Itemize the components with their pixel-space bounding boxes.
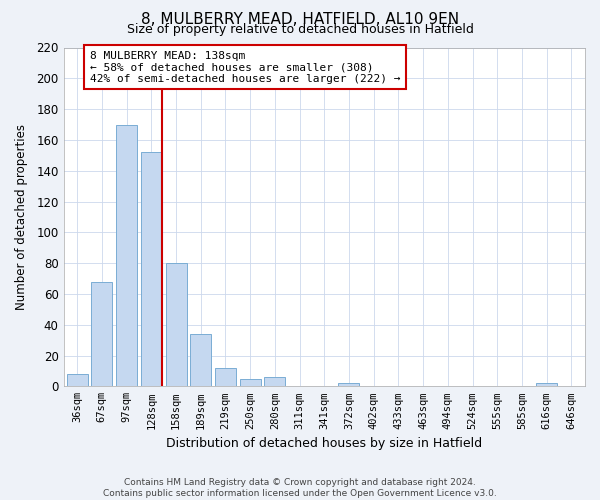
- Bar: [338, 383, 359, 386]
- Bar: [239, 378, 260, 386]
- Text: 8, MULBERRY MEAD, HATFIELD, AL10 9EN: 8, MULBERRY MEAD, HATFIELD, AL10 9EN: [141, 12, 459, 28]
- Text: 8 MULBERRY MEAD: 138sqm
← 58% of detached houses are smaller (308)
42% of semi-d: 8 MULBERRY MEAD: 138sqm ← 58% of detache…: [89, 50, 400, 84]
- Y-axis label: Number of detached properties: Number of detached properties: [15, 124, 28, 310]
- Bar: [91, 282, 112, 387]
- Bar: [215, 368, 236, 386]
- Text: Contains HM Land Registry data © Crown copyright and database right 2024.
Contai: Contains HM Land Registry data © Crown c…: [103, 478, 497, 498]
- Bar: [116, 124, 137, 386]
- X-axis label: Distribution of detached houses by size in Hatfield: Distribution of detached houses by size …: [166, 437, 482, 450]
- Text: Size of property relative to detached houses in Hatfield: Size of property relative to detached ho…: [127, 22, 473, 36]
- Bar: [67, 374, 88, 386]
- Bar: [190, 334, 211, 386]
- Bar: [166, 263, 187, 386]
- Bar: [536, 383, 557, 386]
- Bar: [141, 152, 162, 386]
- Bar: [265, 377, 286, 386]
